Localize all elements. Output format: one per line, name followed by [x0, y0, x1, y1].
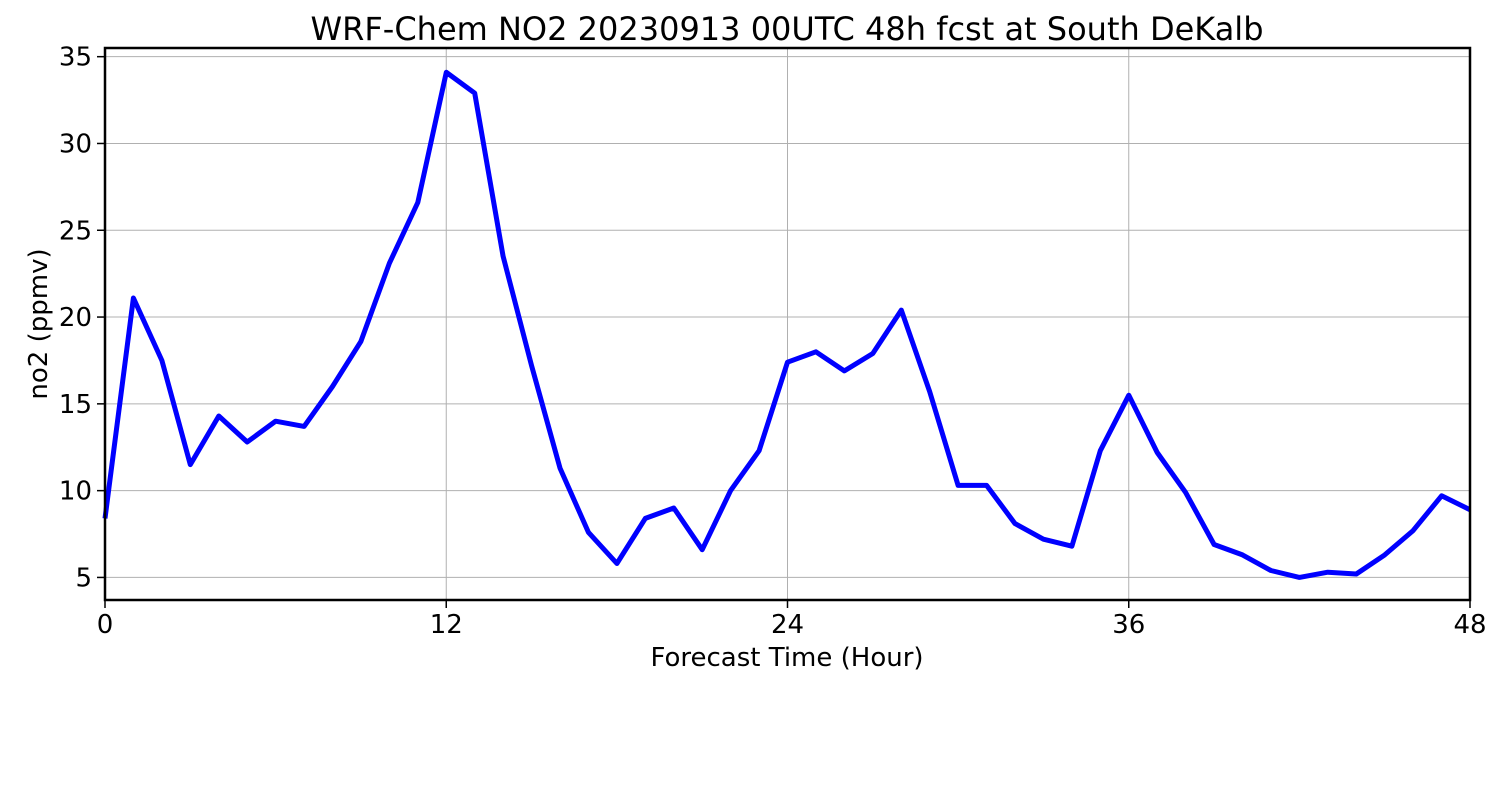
y-axis-label: no2 (ppmv) — [24, 248, 54, 399]
x-tick-label: 24 — [771, 610, 804, 640]
y-tick-label: 20 — [59, 303, 92, 333]
x-tick-label: 48 — [1453, 610, 1486, 640]
chart-title: WRF-Chem NO2 20230913 00UTC 48h fcst at … — [311, 10, 1264, 48]
y-tick-label: 10 — [59, 477, 92, 507]
y-tick-label: 30 — [59, 129, 92, 159]
y-tick-label: 5 — [75, 563, 92, 593]
x-tick-label: 12 — [430, 610, 463, 640]
x-tick-label: 0 — [97, 610, 114, 640]
data-series — [102, 69, 1472, 580]
y-tick-label: 25 — [59, 216, 92, 246]
x-axis-label: Forecast Time (Hour) — [650, 643, 923, 673]
series-line — [102, 69, 1472, 580]
y-tick-label: 15 — [59, 390, 92, 420]
grid-lines — [104, 48, 1471, 600]
plot-frame — [103, 46, 1472, 602]
axis-ticks: 0 12 24 36 48 5 10 15 20 25 30 35 — [59, 43, 1487, 640]
y-tick-label: 35 — [59, 43, 92, 73]
x-tick-label: 36 — [1112, 610, 1145, 640]
